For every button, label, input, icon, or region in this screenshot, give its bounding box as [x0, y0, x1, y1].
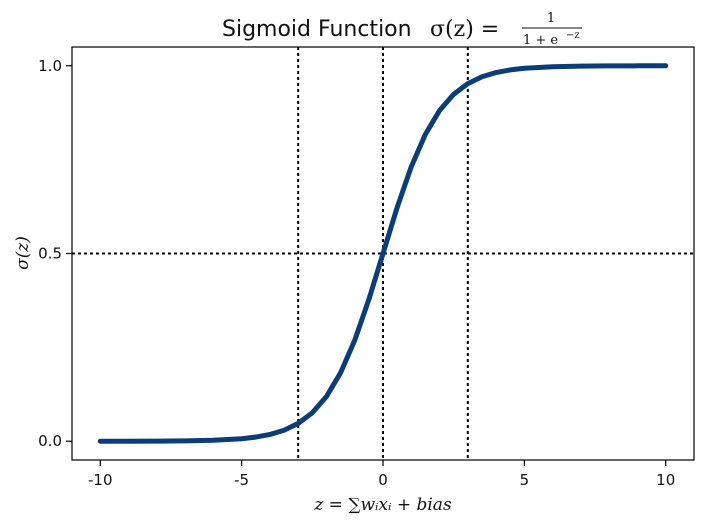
x-tick-label: -5 [234, 471, 249, 489]
x-axis-label: z = ∑wᵢxᵢ + bias [313, 495, 452, 515]
y-tick-label: 0.0 [38, 432, 62, 450]
y-tick-label: 1.0 [38, 57, 62, 75]
x-axis-ticks: -10 -5 0 5 10 [88, 460, 675, 489]
title-formula-numerator: 1 [547, 11, 555, 26]
x-tick-label: -10 [88, 471, 113, 489]
y-axis-ticks: 0.0 0.5 1.0 [38, 57, 72, 450]
sigmoid-curve-line [97, 63, 669, 444]
title-formula-exponent: −z [566, 30, 580, 41]
y-axis-label: σ(z) [13, 236, 33, 270]
y-tick-label: 0.5 [38, 245, 62, 263]
title-formula-denominator: 1 + e [523, 33, 558, 48]
series-layer [97, 63, 669, 444]
chart-title: Sigmoid Function σ(z) = 1 1 + e −z [222, 11, 582, 48]
x-tick-label: 10 [656, 471, 675, 489]
title-formula-lhs: σ(z) = [430, 17, 499, 42]
x-tick-label: 0 [378, 471, 388, 489]
chart-title-text: Sigmoid Function [222, 17, 412, 42]
x-tick-label: 5 [520, 471, 530, 489]
